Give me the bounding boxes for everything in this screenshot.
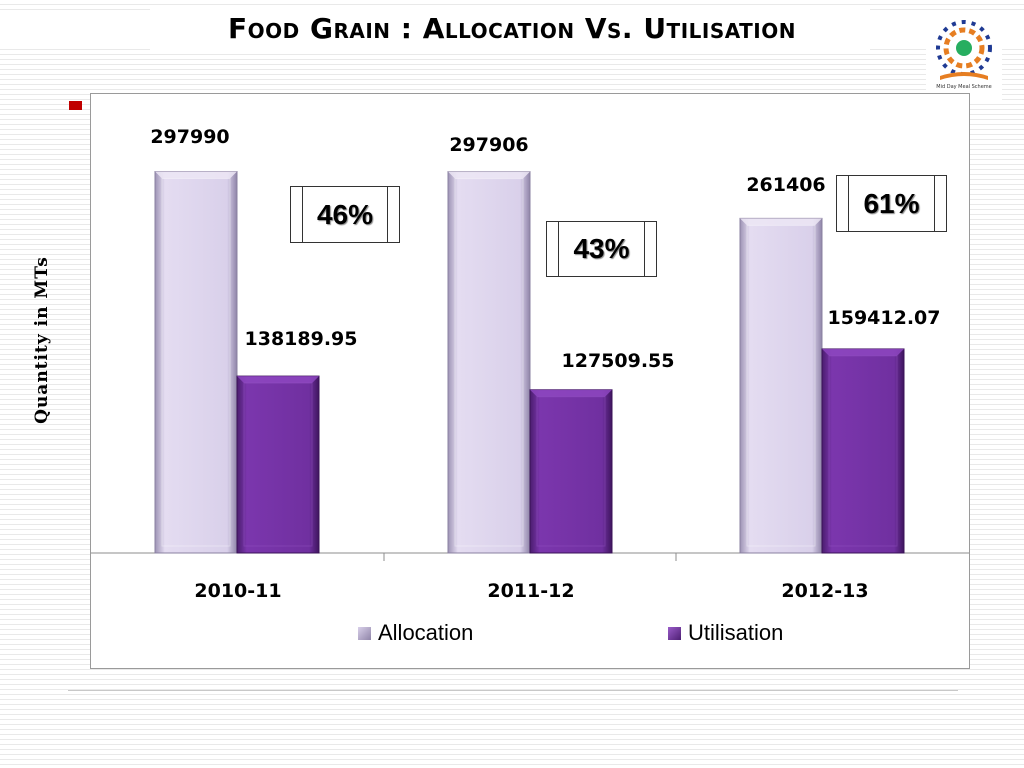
- bar-inner-bevel: [746, 224, 816, 547]
- bar-inner-bevel: [454, 178, 524, 547]
- data-label: 159412.07: [828, 307, 941, 329]
- bar-allocation-2012-13: [739, 217, 823, 554]
- bar-top-bevel: [740, 218, 822, 226]
- annotation-box-2011-12: 43%: [546, 221, 657, 277]
- logo-caption: Mid Day Meal Scheme: [936, 84, 992, 90]
- bullet-marker: [69, 101, 82, 110]
- bar-top-bevel: [822, 348, 904, 356]
- legend-swatch-allocation: [358, 627, 371, 640]
- footer-divider: [68, 690, 958, 691]
- legend-label-utilisation: Utilisation: [688, 620, 784, 645]
- bar-allocation-2011-12: [447, 171, 531, 554]
- annotation-box-2010-11: 46%: [290, 186, 400, 243]
- bar-utilisation-2011-12: [529, 389, 613, 554]
- annotation-text: 61%: [863, 187, 920, 219]
- data-label: 127509.55: [562, 350, 675, 372]
- legend-label-allocation: Allocation: [378, 620, 474, 645]
- page-title: Food Grain : Allocation Vs. Utilisation: [0, 10, 1024, 47]
- bar-top-bevel: [530, 389, 612, 397]
- bar-top-bevel: [237, 376, 319, 384]
- bar-top-bevel: [448, 171, 530, 179]
- bar-allocation-2010-11: [154, 171, 238, 554]
- x-tick-label: 2011-12: [487, 580, 574, 602]
- bar-inner-bevel: [243, 382, 313, 547]
- annotation-text: 46%: [316, 198, 374, 230]
- bar-inner-bevel: [536, 396, 606, 547]
- bar-inner-bevel: [828, 355, 898, 547]
- x-tick-label: 2010-11: [194, 580, 281, 602]
- bar-utilisation-2012-13: [821, 348, 905, 554]
- chart-legend: Allocation Utilisation: [0, 620, 1024, 650]
- logo-icon: [936, 20, 992, 80]
- scheme-logo: Mid Day Meal Scheme: [926, 14, 1002, 104]
- data-label: 261406: [746, 174, 825, 196]
- annotation-text: 43%: [573, 233, 630, 264]
- data-label: 138189.95: [245, 328, 358, 350]
- x-tick-label: 2012-13: [781, 580, 868, 602]
- legend-swatch-utilisation: [668, 627, 681, 640]
- data-label: 297990: [150, 126, 229, 148]
- bar-inner-bevel: [161, 178, 231, 547]
- annotation-box-2012-13: 61%: [836, 175, 947, 232]
- data-label: 297906: [449, 134, 528, 156]
- bar-top-bevel: [155, 171, 237, 179]
- bar-utilisation-2010-11: [236, 375, 320, 554]
